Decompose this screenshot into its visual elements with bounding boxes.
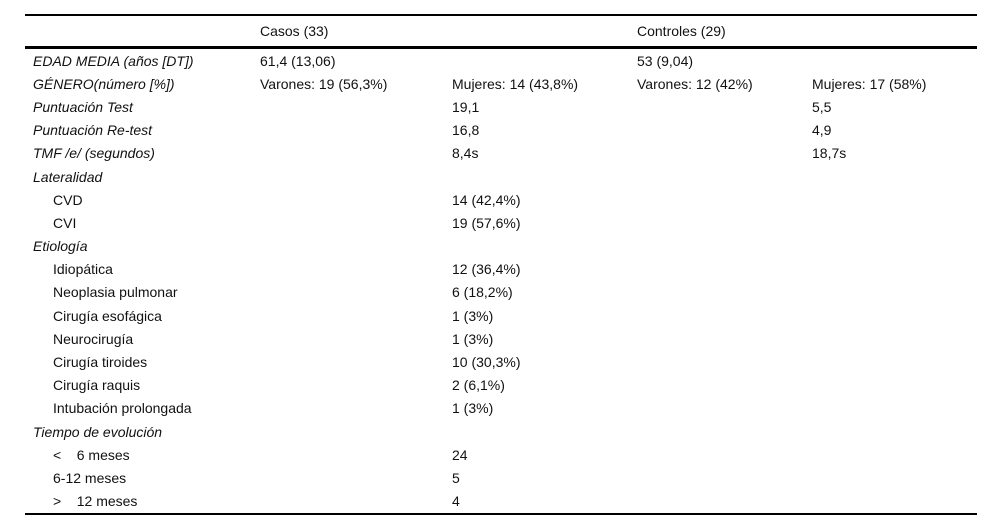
row-label: Tiempo de evolución	[33, 423, 163, 440]
controles-value-1: Varones: 12 (42%)	[637, 75, 753, 92]
casos-value-2: 14 (42,4%)	[452, 191, 521, 208]
controles-value-2: 5,5	[812, 98, 832, 115]
row-label: 6-12 meses	[53, 469, 127, 486]
casos-value-2: 8,4s	[452, 145, 479, 162]
table-row: Cirugía esofágica 1 (3%)	[25, 304, 977, 327]
row-label: Cirugía raquis	[53, 377, 141, 394]
table-row: Neurocirugía 1 (3%)	[25, 327, 977, 350]
row-label: CVI	[53, 214, 77, 231]
casos-value-2: 19,1	[452, 98, 480, 115]
controles-value-2: Mujeres: 17 (58%)	[812, 75, 927, 92]
table-row: < 6 meses 24	[25, 443, 977, 466]
table-row: GÉNERO(número [%]) Varones: 19 (56,3%) M…	[25, 72, 977, 95]
table-row: > 12 meses 4	[25, 490, 977, 513]
table-row: Neoplasia pulmonar 6 (18,2%)	[25, 281, 977, 304]
controles-value-1: 53 (9,04)	[637, 52, 694, 69]
table-row: EDAD MEDIA (años [DT]) 61,4 (13,06) 53 (…	[25, 49, 977, 72]
table-row: Cirugía tiroides 10 (30,3%)	[25, 350, 977, 373]
table-row: Etiología	[25, 235, 977, 258]
controles-value-2: 4,9	[812, 122, 832, 139]
column-header-controles: Controles (29)	[637, 23, 726, 39]
casos-value-2: 5	[452, 469, 460, 486]
casos-value-2: 1 (3%)	[452, 400, 494, 417]
casos-value-2: 6 (18,2%)	[452, 284, 513, 301]
row-label: Lateralidad	[33, 168, 103, 185]
casos-value-2: 1 (3%)	[452, 307, 494, 324]
row-label: GÉNERO(número [%])	[33, 75, 175, 92]
row-label: CVD	[53, 191, 83, 208]
table-body: EDAD MEDIA (años [DT]) 61,4 (13,06) 53 (…	[25, 49, 977, 513]
row-label: EDAD MEDIA (años [DT])	[33, 52, 194, 69]
row-label: Etiología	[33, 238, 88, 255]
row-label: Puntuación Test	[33, 98, 133, 115]
row-label: Idiopática	[53, 261, 113, 278]
row-label: Intubación prolongada	[53, 400, 192, 417]
casos-value-1: 61,4 (13,06)	[260, 52, 336, 69]
table-header-row: Casos (33) Controles (29)	[25, 16, 977, 46]
table-header-rule	[25, 46, 977, 49]
table-row: Puntuación Re-test 16,8 4,9	[25, 119, 977, 142]
casos-value-1: Varones: 19 (56,3%)	[260, 75, 388, 92]
casos-value-2: 12 (36,4%)	[452, 261, 521, 278]
casos-value-2: 24	[452, 446, 468, 463]
row-label: TMF /e/ (segundos)	[33, 145, 155, 162]
casos-value-2: 4	[452, 493, 460, 510]
casos-value-2: 1 (3%)	[452, 330, 494, 347]
table-top-rule	[25, 14, 977, 16]
table-row: 6-12 meses 5	[25, 466, 977, 489]
casos-value-2: 2 (6,1%)	[452, 377, 505, 394]
clinical-comparison-table: Casos (33) Controles (29) EDAD MEDIA (añ…	[25, 14, 977, 515]
controles-value-2: 18,7s	[812, 145, 847, 162]
table-row: Puntuación Test 19,1 5,5	[25, 95, 977, 118]
row-label: < 6 meses	[53, 446, 130, 463]
table-row: Tiempo de evolución	[25, 420, 977, 443]
table-row: Intubación prolongada 1 (3%)	[25, 397, 977, 420]
row-label: Neoplasia pulmonar	[53, 284, 178, 301]
row-label: Cirugía tiroides	[53, 354, 148, 371]
casos-value-2: 10 (30,3%)	[452, 354, 521, 371]
column-header-casos: Casos (33)	[260, 23, 329, 39]
row-label: Puntuación Re-test	[33, 122, 153, 139]
table-row: Lateralidad	[25, 165, 977, 188]
row-label: > 12 meses	[53, 493, 138, 510]
casos-value-2: 19 (57,6%)	[452, 214, 521, 231]
table-row: Idiopática 12 (36,4%)	[25, 258, 977, 281]
table-row: CVD 14 (42,4%)	[25, 188, 977, 211]
table-row: CVI 19 (57,6%)	[25, 211, 977, 234]
table-row: TMF /e/ (segundos) 8,4s 18,7s	[25, 142, 977, 165]
casos-value-2: Mujeres: 14 (43,8%)	[452, 75, 579, 92]
table-row: Cirugía raquis 2 (6,1%)	[25, 374, 977, 397]
row-label: Cirugía esofágica	[53, 307, 162, 324]
casos-value-2: 16,8	[452, 122, 480, 139]
table-bottom-rule	[25, 512, 977, 515]
row-label: Neurocirugía	[53, 330, 134, 347]
